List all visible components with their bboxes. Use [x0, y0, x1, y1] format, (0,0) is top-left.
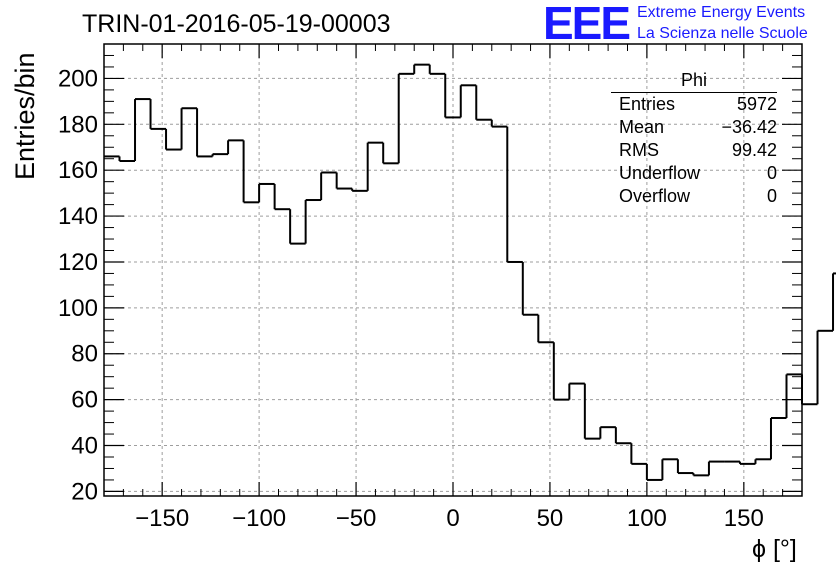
x-tick-label: 0 — [446, 505, 459, 532]
x-tick-label: −100 — [232, 505, 286, 532]
stats-label: Mean — [619, 117, 665, 137]
stats-row-entries: Entries 5972 — [611, 93, 777, 116]
stats-value: −36.42 — [721, 117, 777, 137]
y-tick-label: 40 — [71, 433, 98, 460]
x-tick-label: 50 — [537, 505, 564, 532]
tick-labels: −150 −100 −50 0 50 100 150 20 40 60 80 100 120 140 160… — [58, 65, 764, 532]
histogram-steps — [104, 63, 836, 481]
stats-value: 0 — [766, 163, 777, 183]
x-tick-label: 100 — [627, 505, 667, 532]
y-tick-label: 200 — [58, 65, 98, 92]
stats-title: Phi — [611, 70, 777, 93]
y-tick-label: 80 — [71, 341, 98, 368]
logo-subtitle-1: Extreme Energy Events — [637, 4, 806, 21]
chart-title: TRIN-01-2016-05-19-00003 — [82, 10, 391, 38]
y-tick-label: 120 — [58, 249, 98, 276]
axis-ticks — [104, 44, 802, 496]
stats-row-overflow: Overflow 0 — [611, 185, 777, 208]
stats-row-underflow: Underflow 0 — [611, 162, 777, 185]
stats-label: Underflow — [619, 163, 701, 183]
y-axis-label: Entries/bin — [10, 52, 40, 180]
y-tick-label: 140 — [58, 203, 98, 230]
stats-row-rms: RMS 99.42 — [611, 139, 777, 162]
x-axis-label: ϕ [°] — [752, 535, 797, 563]
y-tick-label: 100 — [58, 295, 98, 322]
stats-label: Entries — [619, 94, 676, 114]
stats-value: 99.42 — [731, 140, 777, 160]
eee-logo: EEE — [543, 0, 631, 49]
y-tick-label: 20 — [71, 478, 98, 505]
stats-box: Phi Entries 5972 Mean −36.42 RMS 99.42 U… — [611, 70, 777, 208]
stats-label: RMS — [619, 140, 659, 160]
x-tick-label: −50 — [336, 505, 377, 532]
x-tick-label: 150 — [724, 505, 764, 532]
y-tick-label: 160 — [58, 157, 98, 184]
stats-row-mean: Mean −36.42 — [611, 116, 777, 139]
logo-subtitle-2: La Scienza nelle Scuole — [637, 25, 808, 42]
y-tick-label: 180 — [58, 111, 98, 138]
grid-lines — [104, 44, 802, 496]
plot-frame — [103, 43, 803, 497]
stats-value: 5972 — [736, 94, 777, 114]
stats-label: Overflow — [619, 186, 691, 206]
y-tick-label: 60 — [71, 387, 98, 414]
stats-value: 0 — [766, 186, 777, 206]
x-tick-label: −150 — [135, 505, 189, 532]
